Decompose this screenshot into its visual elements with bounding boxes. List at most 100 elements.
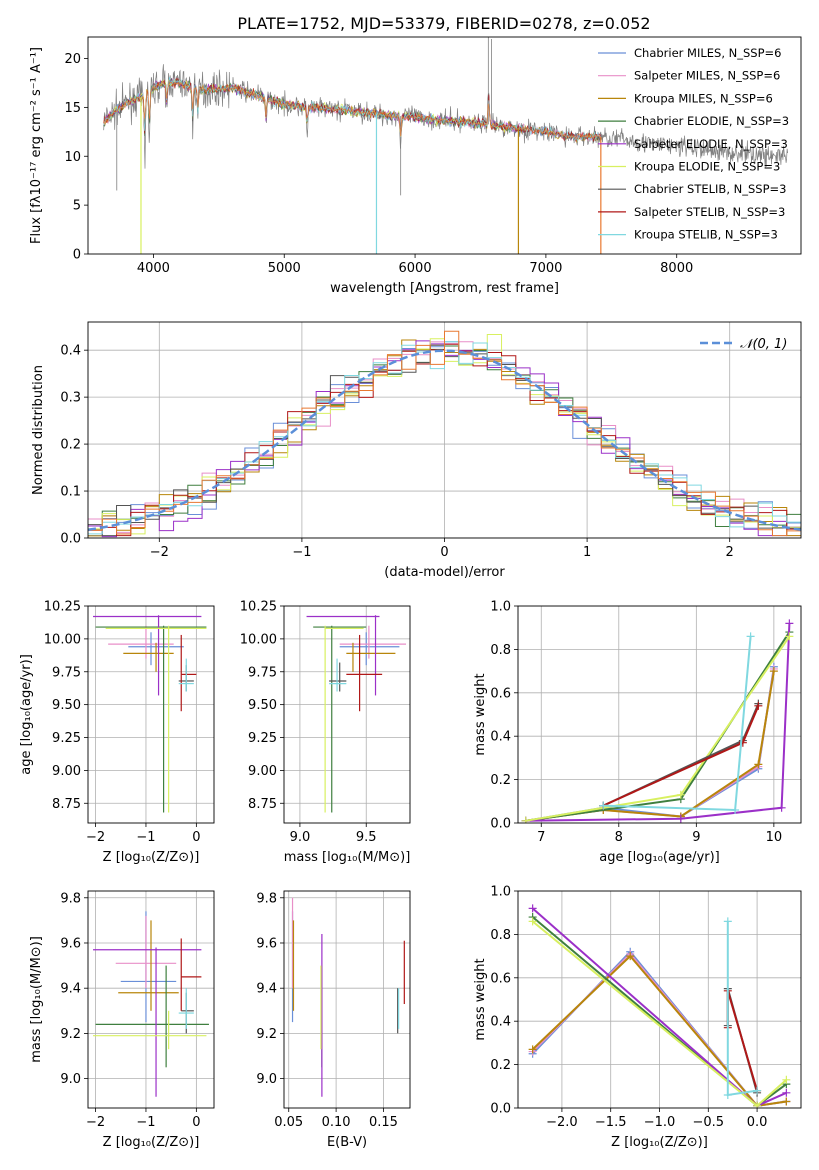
y-tick-label: 9.4 <box>256 982 277 997</box>
mass-weight-marker-kroupa_elodie <box>528 917 537 926</box>
legend-entry: Kroupa ELODIE, N_SSP=3 <box>634 160 780 174</box>
mass-weight-marker-kroupa_stelib <box>723 1090 732 1099</box>
legend-entry: Chabrier ELODIE, N_SSP=3 <box>634 114 789 128</box>
x-tick-label: −1 <box>136 830 155 845</box>
y-tick-label: 0.0 <box>490 1102 511 1117</box>
y-tick-label: 10 <box>64 150 81 165</box>
x-tick-label: −1 <box>292 545 311 560</box>
y-tick-label: 0.6 <box>490 686 511 701</box>
x-tick-label: −1 <box>136 1115 155 1130</box>
axes-frame <box>283 605 411 824</box>
mass-weight-line-kroupa_miles <box>531 954 787 1107</box>
legend-entry: Kroupa MILES, N_SSP=6 <box>634 91 773 105</box>
y-tick-label: 0.0 <box>490 817 511 832</box>
y-tick-label: 15 <box>64 101 81 116</box>
spectrum-panel: 4000 5000 6000 7000 8000 0 5 10 15 20 wavelength [… <box>29 36 802 296</box>
y-tick-label: 9.8 <box>60 891 81 906</box>
mass-weight-marker-kroupa_stelib <box>723 917 732 926</box>
mass-weight-marker-kroupa_stelib <box>599 801 608 810</box>
figure-title: PLATE=1752, MJD=53379, FIBERID=0278, z=0… <box>237 14 650 33</box>
x-tick-label: 8000 <box>660 261 693 276</box>
y-tick-label: 0.8 <box>490 928 511 943</box>
y-tick-label: 0.2 <box>60 438 81 453</box>
y-axis-label: mass weight <box>473 673 488 755</box>
x-axis-label: age [log₁₀(age/yr)] <box>599 850 720 865</box>
y-tick-label: 9.0 <box>60 1072 81 1087</box>
plot-area <box>103 37 789 254</box>
age-vs-mass-panel: 9.0 9.5 8.75 9.00 9.25 9.50 9.75 10.00 10.25 mass… <box>240 600 411 865</box>
x-axis-label: E(B-V) <box>327 1135 367 1150</box>
x-tick-label: 7 <box>537 830 545 845</box>
y-axis-label: Normed distribution <box>31 365 46 495</box>
x-tick-label: 9.5 <box>356 830 377 845</box>
axes-frame <box>517 605 802 824</box>
mass-weight-marker-salpeter_elodie <box>782 1088 791 1097</box>
x-tick-label: −2.0 <box>546 1115 578 1130</box>
y-tick-label: 10.25 <box>44 600 81 615</box>
x-tick-label: 0 <box>192 830 200 845</box>
y-tick-label: 0.2 <box>490 1058 511 1073</box>
mass-weight-marker-kroupa_miles <box>782 1097 791 1106</box>
x-tick-label: 2 <box>726 545 734 560</box>
x-tick-label: 7000 <box>529 261 562 276</box>
x-tick-label: 0 <box>192 1115 200 1130</box>
x-tick-label: −2 <box>86 1115 105 1130</box>
mass-weight-marker-kroupa_miles <box>528 1045 537 1054</box>
y-tick-label: 10.00 <box>240 632 277 647</box>
x-axis-label: Z [log₁₀(Z/Z⊙)] <box>103 850 200 865</box>
y-tick-label: 0.3 <box>60 391 81 406</box>
y-tick-label: 0.0 <box>60 532 81 547</box>
y-tick-label: 9.2 <box>256 1027 277 1042</box>
y-axis-label: Flux [fλ10⁻¹⁷ erg cm⁻² s⁻¹ A⁻¹] <box>29 47 44 244</box>
x-tick-label: 0 <box>440 545 448 560</box>
mass-weight-marker-kroupa_miles <box>626 952 635 961</box>
x-tick-label: −1.0 <box>644 1115 676 1130</box>
age-vs-metallicity-panel: −2 −1 0 8.75 9.00 9.25 9.50 9.75 10.00 10.25 Z [lo… <box>19 600 215 865</box>
x-tick-label: 6000 <box>399 261 432 276</box>
y-tick-label: 20 <box>64 52 81 67</box>
massweight-vs-metallicity-panel: −2.0 −1.5 −1.0 −0.5 0.0 0.0 0.2 0.4 0.6 0.8 1.0 Z [… <box>473 885 802 1150</box>
plot-area <box>284 606 410 823</box>
plot-area <box>284 891 410 1108</box>
plot-area <box>518 891 801 1108</box>
y-tick-label: 8.75 <box>52 797 81 812</box>
x-axis-label: Z [log₁₀(Z/Z⊙)] <box>103 1135 200 1150</box>
mass-weight-line-kroupa_elodie <box>525 635 791 822</box>
axes-frame <box>87 321 802 539</box>
y-tick-label: 10.25 <box>240 600 277 615</box>
y-tick-label: 1.0 <box>490 885 511 900</box>
x-axis-label: mass [log₁₀(M/M⊙)] <box>284 850 411 865</box>
y-tick-label: 9.00 <box>52 764 81 779</box>
mass-vs-metallicity-panel: −2 −1 0 9.0 9.2 9.4 9.6 9.8 Z [log₁₀(Z/Z⊙)] mass … <box>29 890 215 1150</box>
x-tick-label: 0.10 <box>322 1115 351 1130</box>
axes-frame <box>87 890 215 1109</box>
y-tick-label: 0.1 <box>60 485 81 500</box>
y-tick-label: 0.4 <box>490 1015 511 1030</box>
y-tick-label: 9.75 <box>52 665 81 680</box>
mass-weight-marker-kroupa_stelib <box>753 1086 762 1095</box>
y-tick-label: 9.2 <box>60 1027 81 1042</box>
x-tick-label: 0.15 <box>369 1115 398 1130</box>
x-axis-label: (data-model)/error <box>384 565 505 580</box>
legend-entry: Chabrier STELIB, N_SSP=3 <box>634 182 786 196</box>
plot-area <box>88 606 214 823</box>
mass-weight-marker-salpeter_stelib <box>754 701 763 710</box>
plot-area <box>518 606 801 823</box>
y-tick-label: 0 <box>73 248 81 263</box>
y-tick-label: 9.00 <box>248 764 277 779</box>
x-tick-label: −1.5 <box>595 1115 627 1130</box>
mass-weight-marker-kroupa_stelib <box>746 632 755 641</box>
plot-area <box>88 322 801 538</box>
x-axis-label: wavelength [Angstrom, rest frame] <box>330 281 559 296</box>
mass-weight-marker-kroupa_elodie <box>521 816 530 823</box>
x-tick-label: −2 <box>86 830 105 845</box>
x-tick-label: 0.0 <box>747 1115 768 1130</box>
y-tick-label: 8.75 <box>248 797 277 812</box>
legend-entry: Chabrier MILES, N_SSP=6 <box>634 46 781 60</box>
x-tick-label: 9 <box>692 830 700 845</box>
y-tick-label: 5 <box>73 199 81 214</box>
mass-weight-marker-salpeter_elodie <box>528 904 537 913</box>
mass-weight-marker-kroupa_miles <box>769 667 778 676</box>
normal-curve-line <box>88 349 801 532</box>
